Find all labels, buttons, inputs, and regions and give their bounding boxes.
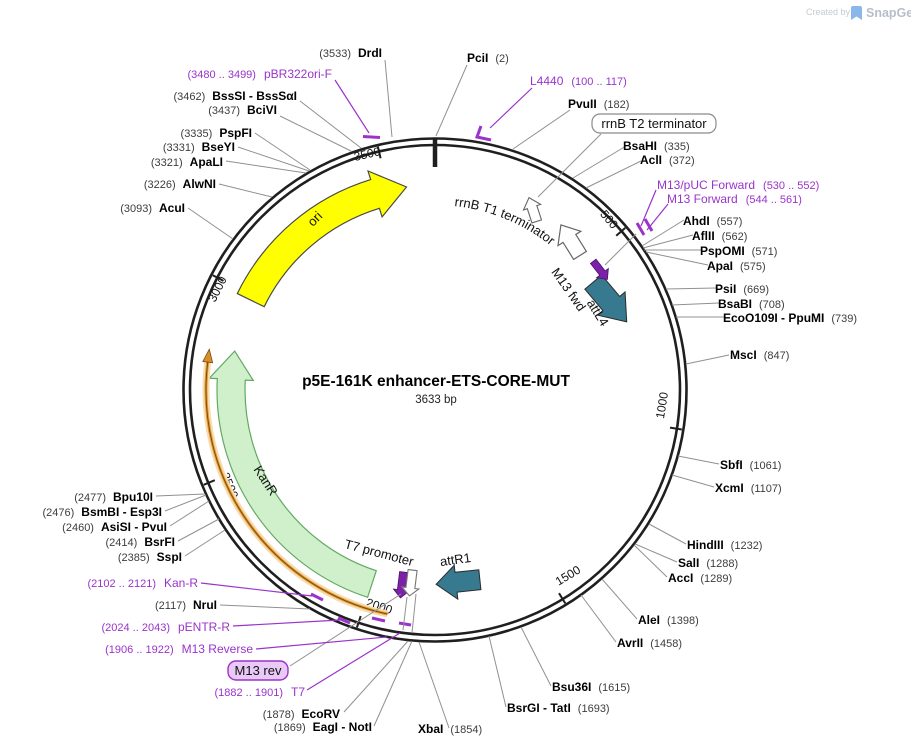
primer-pENTR-R[interactable]: (2024 .. 2043) pENTR-R [101,620,230,634]
t7-promoter-feature-arrow[interactable] [400,568,421,597]
enzyme-XcmI[interactable]: XcmI (1107) [715,481,782,495]
enzyme-AleI[interactable]: AleI (1398) [638,613,699,627]
watermark-brand: SnapGene [866,6,911,20]
watermark-prefix: Created by [806,7,851,17]
enzyme-SalI[interactable]: SalI (1288) [678,556,738,570]
enzyme-AclI[interactable]: AclI (372) [640,153,695,167]
enzyme-AlwNI[interactable]: (3226) AlwNI [144,177,216,191]
primer-M13-Reverse[interactable]: (1906 .. 1922) M13 Reverse [105,642,253,656]
enzyme-PspOMI[interactable]: PspOMI (571) [700,244,777,258]
attr1-label[interactable]: attR1 [439,550,472,569]
enzyme-EagI-NotI[interactable]: (1869) EagI - NotI [274,720,372,734]
enzyme-BsrFI[interactable]: (2414) BsrFI [106,535,175,549]
enzyme-BsrGI-TatI[interactable]: BsrGI - TatI (1693) [507,701,610,715]
m13-rev-label: M13 rev [235,663,282,678]
m13-rev-boxed-label[interactable]: M13 rev [227,660,289,681]
primer-M13-Forward[interactable]: M13 Forward (544 .. 561) [667,192,802,206]
primer-callout-lines [200,79,669,691]
attl4-feature-arrow[interactable] [579,271,640,334]
m13-fwd-label[interactable]: M13 fwd [548,265,588,314]
enzyme-PspFI[interactable]: (3335) PspFI [181,126,252,140]
enzyme-AflII[interactable]: AflII (562) [692,229,747,243]
rrnb-t1-terminator-label[interactable]: rrnB T1 terminator [454,194,559,248]
enzyme-Bpu10I[interactable]: (2477) Bpu10I [74,490,153,504]
enzyme-Bsu36I[interactable]: Bsu36I (1615) [552,680,630,694]
enzyme-EcoO109I-PpuMI[interactable]: EcoO109I - PpuMI (739) [723,311,857,325]
primer-T7[interactable]: (1882 .. 1901) T7 [214,685,305,699]
kanr-feature-arrow[interactable] [207,350,378,599]
snapgene-watermark: Created by SnapGene [806,6,911,20]
enzyme-BssSI-BssSaI[interactable]: (3462) BssSI - BssSαI [173,89,297,103]
enzyme-XbaI[interactable]: XbaI (1854) [418,722,482,736]
tick-1000: 1000 [653,391,671,420]
enzyme-callout-lines [155,59,730,729]
primer-site-marks [310,125,654,627]
enzyme-AccI[interactable]: AccI (1289) [668,571,732,585]
rrnb-t2-terminator-label: rrnB T2 terminator [601,116,707,131]
ori-feature-arrow[interactable] [236,169,408,308]
scale-ticks [203,146,682,628]
enzyme-BsaBI[interactable]: BsaBI (708) [718,297,785,311]
enzyme-PsiI[interactable]: PsiI (669) [715,282,769,296]
enzyme-SbfI[interactable]: SbfI (1061) [720,458,781,472]
primer-L4440[interactable]: L4440 (100 .. 117) [530,74,627,88]
enzyme-AvrII[interactable]: AvrII (1458) [617,636,682,650]
enzyme-ApaLI[interactable]: (3321) ApaLI [151,155,223,169]
tick-1500: 1500 [553,563,583,589]
enzyme-DrdI[interactable]: (3533) DrdI [319,46,382,60]
enzyme-AsiSI-PvuI[interactable]: (2460) AsiSI - PvuI [62,520,167,534]
enzyme-BsaHI[interactable]: BsaHI (335) [623,139,690,153]
attr1-feature-arrow[interactable] [434,563,482,601]
plasmid-size: 3633 bp [415,394,457,406]
m13-fwd-primer-arrow[interactable] [587,257,613,284]
enzyme-MscI[interactable]: MscI (847) [730,348,789,362]
enzyme-HindIII[interactable]: HindIII (1232) [687,538,762,552]
enzyme-BsmBI-Esp3I[interactable]: (2476) BsmBI - Esp3I [43,505,163,519]
primer-Kan-R[interactable]: (2102 .. 2121) Kan-R [87,576,198,590]
kanr-orf-arc[interactable] [202,348,389,618]
enzyme-BciVI[interactable]: (3437) BciVI [208,103,277,117]
plasmid-title: p5E-161K enhancer-ETS-CORE-MUT [302,373,570,390]
primer-M13-pUC-Forward[interactable]: M13/pUC Forward (530 .. 552) [657,178,819,192]
enzyme-AcuI[interactable]: (3093) AcuI [120,201,185,215]
enzyme-ApaI[interactable]: ApaI (575) [707,259,766,273]
primer-pBR322ori-F[interactable]: (3480 .. 3499) pBR322ori-F [187,67,332,81]
rrnb-t1-terminator-arrow[interactable] [549,218,591,263]
enzyme-BseYI[interactable]: (3331) BseYI [163,140,235,154]
rrnb-t2-terminator-arrow[interactable] [520,195,545,224]
snapgene-logo-icon [851,6,862,20]
enzyme-NruI[interactable]: (2117) NruI [155,598,217,612]
enzyme-SspI[interactable]: (2385) SspI [118,550,182,564]
enzyme-PciI[interactable]: PciI (2) [467,51,509,65]
tick-3500: 3500 [353,144,382,164]
enzyme-EcoRV[interactable]: (1878) EcoRV [263,707,340,721]
enzyme-AhdI[interactable]: AhdI (557) [683,214,742,228]
enzyme-PvuII[interactable]: PvuII (182) [568,97,629,111]
rrnb-t2-terminator-boxed-label[interactable]: rrnB T2 terminator [591,113,717,134]
